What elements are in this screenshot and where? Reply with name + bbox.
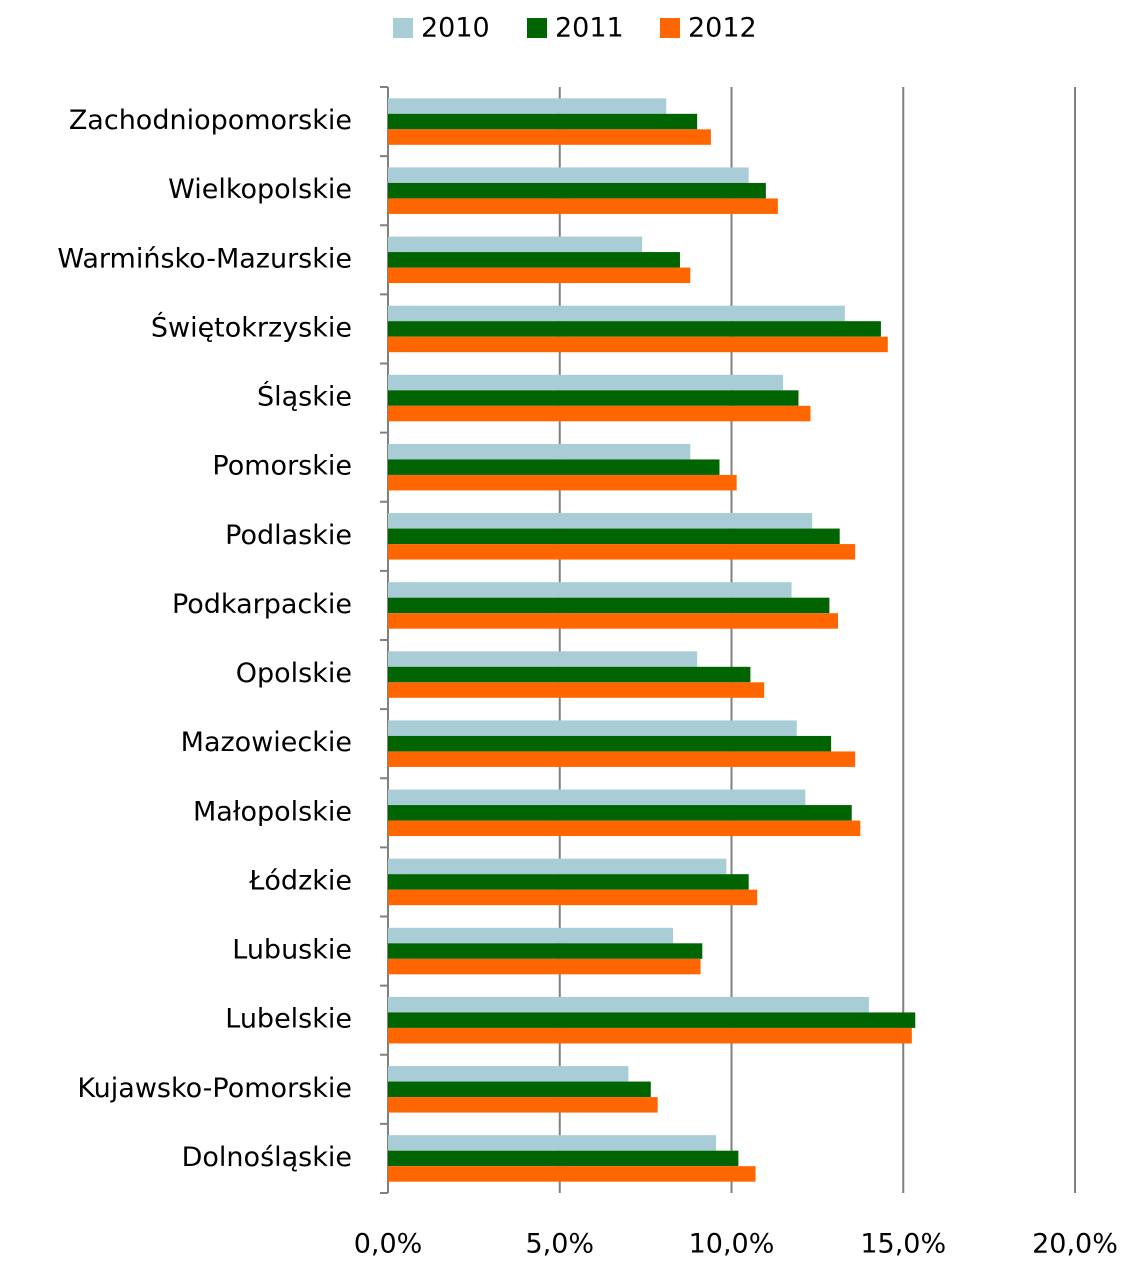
y-tick-label: Zachodniopomorskie [69,105,352,136]
bar [388,129,711,145]
bar [388,651,698,667]
bar [388,252,680,268]
legend-swatch [527,18,547,38]
legend-swatch [393,18,413,38]
bar [388,182,766,199]
bar [388,874,749,890]
bar [388,98,667,114]
x-tick-label: 20,0% [1032,1229,1118,1260]
bar [388,236,643,253]
bar [388,459,720,475]
bar [388,405,811,422]
bar [388,943,703,959]
bar [388,996,869,1013]
bar [388,805,852,821]
bar [388,958,701,975]
bar [388,1012,916,1028]
y-tick-label: Pomorskie [212,451,352,482]
bar [388,735,832,752]
x-tick-label: 10,0% [689,1229,775,1260]
bar [388,613,838,629]
y-tick-label: Kujawsko-Pomorskie [77,1073,352,1104]
bar [388,582,792,598]
bar [388,474,737,491]
bar [388,1166,756,1182]
bar [388,528,840,545]
bar [388,113,698,130]
bar [388,666,751,683]
bar [388,513,813,529]
bar [388,305,845,322]
bar [388,167,749,183]
bar [388,267,691,284]
legend-label: 2011 [555,13,624,44]
bar [388,1081,651,1098]
y-tick-label: Małopolskie [193,796,352,827]
bar [388,443,691,460]
x-tick-label: 0,0% [354,1229,423,1260]
bar [388,1135,717,1151]
bar [388,889,758,906]
bar [388,1066,629,1082]
y-tick-label: Lubuskie [232,935,352,966]
legend-swatch [660,18,680,38]
bar [388,1150,739,1167]
legend-label: 2010 [421,13,490,44]
bar [388,321,881,337]
bar [388,374,784,391]
y-tick-label: Podkarpackie [172,589,352,620]
y-tick-label: Świętokrzyskie [151,311,352,343]
bar [388,682,765,698]
bar [388,751,856,767]
bar [388,336,888,353]
legend-label: 2012 [688,13,757,44]
bar [388,1027,912,1044]
y-tick-label: Łódzkie [248,865,352,896]
y-tick-label: Dolnośląskie [182,1142,352,1173]
bar [388,544,856,560]
bar [388,390,799,406]
bar [388,789,806,806]
bar [388,820,861,837]
bar [388,1097,658,1113]
x-tick-label: 15,0% [860,1229,946,1260]
y-tick-label: Warmińsko-Mazurskie [57,243,352,274]
x-tick-label: 5,0% [525,1229,594,1260]
y-tick-label: Lubelskie [225,1004,352,1035]
y-tick-label: Wielkopolskie [168,174,352,205]
bar [388,858,727,875]
y-tick-label: Mazowieckie [181,727,352,758]
bar [388,198,778,214]
bar [388,927,674,944]
y-tick-label: Śląskie [257,381,352,413]
y-tick-label: Opolskie [236,658,352,689]
bar [388,597,830,614]
y-tick-label: Podlaskie [225,520,352,551]
bar [388,720,797,736]
